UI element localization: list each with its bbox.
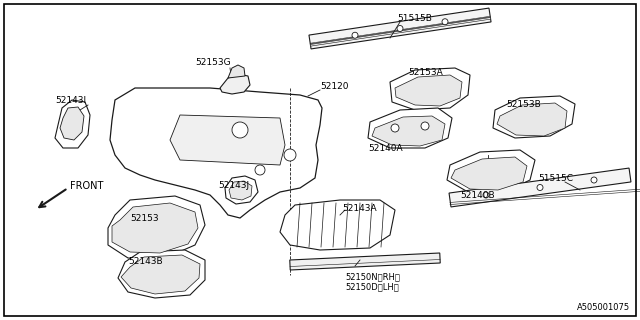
Polygon shape xyxy=(368,108,452,148)
Circle shape xyxy=(284,149,296,161)
Text: 52120: 52120 xyxy=(320,82,349,91)
Polygon shape xyxy=(497,103,567,136)
Circle shape xyxy=(421,122,429,130)
Polygon shape xyxy=(220,74,250,94)
Text: 52143B: 52143B xyxy=(128,258,163,267)
Text: 52153: 52153 xyxy=(130,213,159,222)
Text: A505001075: A505001075 xyxy=(577,303,630,312)
Polygon shape xyxy=(390,68,470,110)
Polygon shape xyxy=(118,250,205,298)
Polygon shape xyxy=(110,88,322,218)
Text: 51515B: 51515B xyxy=(397,13,432,22)
Polygon shape xyxy=(60,107,84,140)
Polygon shape xyxy=(225,176,258,204)
Polygon shape xyxy=(290,253,440,270)
Circle shape xyxy=(537,185,543,190)
Polygon shape xyxy=(108,196,205,258)
Circle shape xyxy=(591,177,597,183)
Polygon shape xyxy=(112,203,198,253)
Polygon shape xyxy=(447,150,535,192)
Text: 52140B: 52140B xyxy=(460,190,495,199)
Polygon shape xyxy=(55,100,90,148)
Polygon shape xyxy=(309,8,491,49)
Circle shape xyxy=(483,192,489,198)
Text: FRONT: FRONT xyxy=(70,181,104,191)
Text: 52153B: 52153B xyxy=(506,100,541,108)
Polygon shape xyxy=(372,116,445,146)
Polygon shape xyxy=(228,65,245,78)
Polygon shape xyxy=(451,157,527,190)
Circle shape xyxy=(232,122,248,138)
Polygon shape xyxy=(493,96,575,138)
Circle shape xyxy=(397,26,403,31)
Circle shape xyxy=(255,165,265,175)
Text: 52140A: 52140A xyxy=(368,143,403,153)
Polygon shape xyxy=(229,181,252,200)
Polygon shape xyxy=(310,18,491,46)
Circle shape xyxy=(442,19,448,25)
Text: 51515C: 51515C xyxy=(538,173,573,182)
Polygon shape xyxy=(395,75,462,106)
Text: 52143A: 52143A xyxy=(342,204,376,212)
Polygon shape xyxy=(449,168,631,207)
Circle shape xyxy=(352,32,358,38)
Text: 52143I: 52143I xyxy=(55,95,86,105)
Text: 52153G: 52153G xyxy=(195,58,230,67)
Circle shape xyxy=(391,124,399,132)
Polygon shape xyxy=(280,200,395,250)
Polygon shape xyxy=(170,115,285,165)
Polygon shape xyxy=(310,16,490,44)
Text: 52150D〈LH〉: 52150D〈LH〉 xyxy=(345,283,399,292)
Text: 52150N〈RH〉: 52150N〈RH〉 xyxy=(345,273,400,282)
Text: 52153A: 52153A xyxy=(408,68,443,76)
Text: 52143J: 52143J xyxy=(218,180,249,189)
Polygon shape xyxy=(121,255,200,294)
